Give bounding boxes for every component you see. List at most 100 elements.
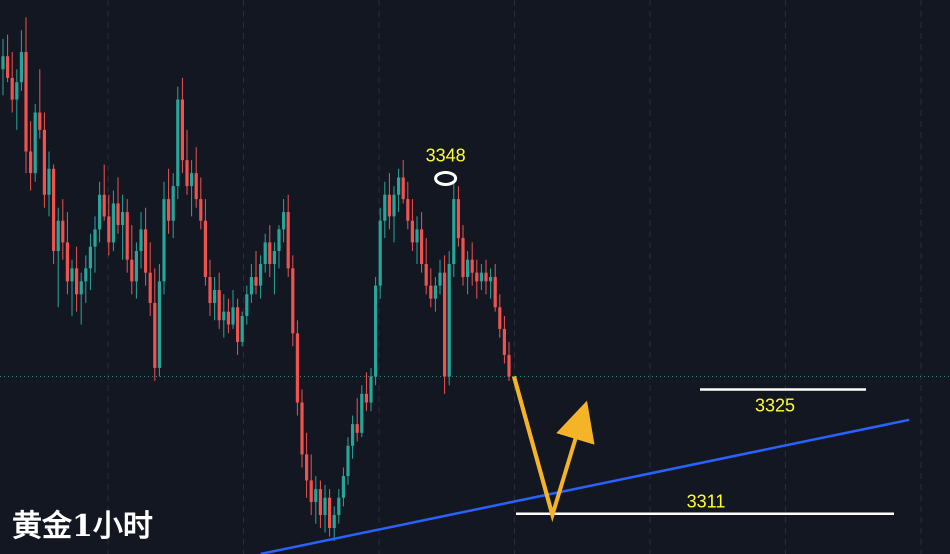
- level-label-3348: 3348: [426, 145, 466, 165]
- candle-body: [351, 424, 355, 446]
- candle: [323, 484, 327, 533]
- candle: [374, 277, 378, 386]
- candle-body: [134, 251, 138, 282]
- candle: [328, 489, 332, 537]
- candle-body: [1, 56, 5, 70]
- candle: [245, 285, 249, 325]
- candle-body: [378, 220, 382, 286]
- candle-body: [282, 212, 286, 230]
- candle-body: [203, 220, 207, 277]
- candle-body: [452, 199, 456, 265]
- candle-body: [300, 402, 304, 455]
- candle: [360, 385, 364, 438]
- candle-body: [33, 112, 37, 174]
- candle-body: [360, 393, 364, 433]
- candle: [337, 489, 341, 524]
- candle: [65, 212, 69, 295]
- candle-body: [56, 220, 60, 252]
- candle: [433, 277, 437, 312]
- candle: [291, 255, 295, 347]
- candle: [185, 129, 189, 195]
- candle-body: [502, 328, 506, 355]
- candle-body: [240, 315, 244, 342]
- candle-body: [254, 277, 258, 286]
- candle-body: [489, 277, 493, 282]
- candle-body: [10, 77, 14, 100]
- candle: [268, 225, 272, 277]
- candle: [369, 367, 373, 412]
- candle-body: [213, 289, 217, 303]
- candle-body: [162, 199, 166, 282]
- candle: [392, 186, 396, 243]
- candle: [52, 164, 56, 265]
- candle-body: [222, 311, 226, 321]
- candles-group: [1, 17, 511, 542]
- candle: [443, 255, 447, 394]
- candle: [364, 372, 368, 412]
- candle-body: [15, 82, 19, 100]
- candle: [452, 181, 456, 277]
- candle: [318, 480, 322, 529]
- candle-body: [259, 264, 263, 286]
- candle: [249, 264, 253, 303]
- candle-body: [111, 203, 115, 243]
- candle-body: [332, 515, 336, 529]
- candle: [111, 190, 115, 252]
- candle: [470, 242, 474, 286]
- candle: [479, 264, 483, 290]
- level-label-3325: 3325: [755, 396, 795, 416]
- candle-body: [461, 238, 465, 277]
- candle: [346, 437, 350, 485]
- candle-body: [438, 272, 442, 286]
- candle: [10, 51, 14, 113]
- candle-body: [383, 194, 387, 221]
- candle-body: [19, 51, 23, 83]
- candle-body: [415, 229, 419, 243]
- candle-body: [102, 194, 106, 217]
- candle: [254, 251, 258, 295]
- candle-body: [397, 177, 401, 195]
- candle-body: [236, 307, 240, 342]
- candle-body: [107, 216, 111, 243]
- candle-body: [314, 489, 318, 503]
- candle-body: [249, 277, 253, 295]
- candle: [341, 467, 345, 507]
- candle: [410, 199, 414, 252]
- candle: [88, 233, 92, 290]
- candle: [116, 177, 120, 234]
- candle-body: [88, 246, 92, 269]
- candle-body: [498, 307, 502, 329]
- candle-body: [433, 285, 437, 299]
- candle: [272, 242, 276, 295]
- candle: [502, 315, 506, 364]
- vertical-grid-lines: [107, 0, 922, 554]
- candle: [190, 160, 194, 217]
- candle: [125, 199, 129, 273]
- candle: [176, 86, 180, 200]
- candle-body: [309, 480, 313, 503]
- candle-body: [245, 294, 249, 316]
- candle: [162, 181, 166, 295]
- candle-body: [328, 497, 332, 529]
- candle: [167, 168, 171, 234]
- candle: [282, 199, 286, 243]
- candle-body: [369, 376, 373, 403]
- candle-body: [364, 393, 368, 403]
- candle: [240, 311, 244, 347]
- candle-body: [208, 277, 212, 303]
- candle-body: [337, 497, 341, 516]
- candle-body: [130, 259, 134, 282]
- candle: [29, 121, 33, 191]
- candle-body: [401, 177, 405, 200]
- candle: [406, 181, 410, 230]
- candle: [383, 181, 387, 239]
- candle: [429, 268, 433, 308]
- candle-body: [167, 199, 171, 221]
- candle-body: [507, 354, 511, 377]
- candle: [61, 199, 65, 260]
- candle-body: [29, 151, 33, 174]
- candle-body: [61, 220, 65, 243]
- candle: [447, 251, 451, 386]
